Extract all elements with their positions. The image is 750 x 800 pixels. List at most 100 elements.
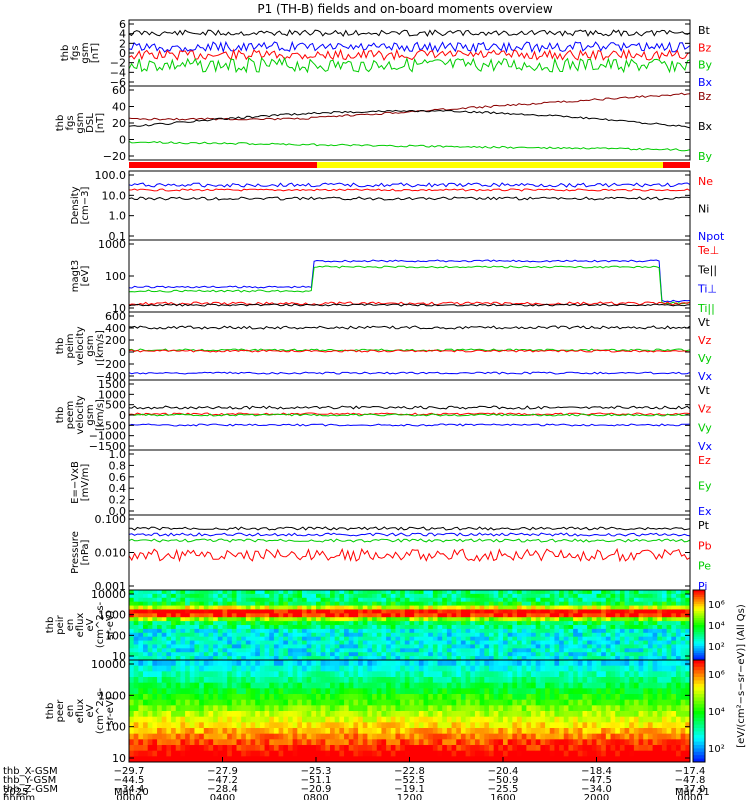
spectrogram-cell [451, 617, 457, 622]
spectrogram-cell [353, 625, 359, 630]
spectrogram-cell [376, 648, 382, 653]
spectrogram-cell [675, 617, 682, 622]
spectrogram-cell [250, 660, 256, 667]
colorbar-cell [693, 734, 705, 739]
spectrogram-cell [484, 644, 490, 649]
ephemeris-value: −47.5 [581, 775, 612, 786]
spectrogram-cell [596, 728, 602, 735]
spectrogram-cell [563, 625, 569, 630]
spectrogram-cell [629, 609, 635, 614]
spectrogram-cell [222, 648, 228, 653]
spectrogram-cell [273, 756, 280, 763]
spectrogram-cell [306, 656, 312, 661]
spectrogram-cell [577, 605, 583, 610]
spectrogram-cell [647, 699, 654, 706]
spectrogram-cell [470, 677, 476, 684]
spectrogram-cell [395, 617, 401, 622]
spectrogram-cell [278, 660, 284, 667]
spectrogram-cell [348, 671, 354, 678]
spectrogram-cell [671, 716, 677, 723]
spectrogram-cell [554, 593, 560, 599]
spectrogram-cell [638, 632, 644, 638]
spectrogram-cell [316, 711, 322, 718]
spectrogram-cell [657, 636, 663, 642]
spectrogram-cell [409, 694, 415, 701]
spectrogram-cell [582, 688, 588, 695]
spectrogram-cell [652, 640, 658, 645]
spectrogram-cell [362, 677, 368, 684]
spectrogram-cell [339, 750, 345, 757]
spectrogram-cell [577, 745, 583, 752]
spectrogram-cell [175, 593, 181, 599]
spectrogram-cell [512, 716, 518, 723]
spectrogram-cell [320, 621, 326, 626]
spectrogram-cell [451, 640, 457, 645]
legend-entry: Pi [698, 580, 707, 593]
spectrogram-cell [446, 705, 453, 712]
spectrogram-cell [661, 652, 668, 657]
spectrogram-cell [451, 665, 457, 672]
spectrogram-cell [245, 621, 252, 626]
spectrogram-cell [615, 671, 621, 678]
spectrogram-cell [217, 617, 223, 622]
spectrogram-cell [217, 660, 223, 667]
spectrogram-cell [339, 671, 345, 678]
spectrogram-cell [250, 665, 256, 672]
spectrogram-cell [400, 644, 406, 649]
spectrogram-cell [283, 601, 289, 607]
spectrogram-cell [189, 716, 195, 723]
spectrogram-cell [311, 677, 317, 684]
spectrogram-cell [166, 605, 172, 610]
spectrogram-cell [432, 644, 439, 649]
ephemeris-value: −50.9 [488, 775, 519, 786]
spectrogram-cell [549, 733, 555, 740]
spectrogram-cell [568, 613, 574, 618]
spectrogram-cell [633, 617, 640, 622]
spectrogram-cell [647, 613, 654, 618]
spectrogram-cell [367, 682, 373, 689]
spectrogram-cell [460, 605, 467, 610]
spectrogram-cell [203, 705, 209, 712]
spectrogram-cell [301, 640, 308, 645]
spectrogram-cell [278, 665, 284, 672]
spectrogram-cell [521, 640, 527, 645]
spectrogram-cell [222, 722, 228, 729]
colorbar-cell [693, 751, 705, 756]
spectrogram-cell [301, 652, 308, 657]
spectrogram-cell [245, 716, 252, 723]
spectrogram-cell [264, 597, 270, 603]
spectrogram-cell [465, 597, 471, 603]
spectrogram-cell [138, 705, 144, 712]
spectrogram-cell [531, 652, 537, 657]
spectrogram-cell [330, 617, 336, 622]
spectrogram-cell [526, 756, 532, 763]
spectrogram-cell [619, 699, 626, 706]
spectrogram-cell [573, 609, 579, 614]
spectrogram-cell [507, 733, 513, 740]
spectrogram-cell [573, 625, 579, 630]
spectrogram-cell [236, 705, 242, 712]
spectrogram-cell [647, 601, 654, 607]
spectrogram-cell [638, 688, 644, 695]
spectrogram-cell [311, 665, 317, 672]
spectrogram-cell [451, 648, 457, 653]
spectrogram-cell [273, 609, 280, 614]
spectrogram-cell [283, 590, 289, 595]
spectrogram-cell [250, 636, 256, 642]
spectrogram-cell [306, 617, 312, 622]
spectrogram-cell [418, 601, 425, 607]
spectrogram-cell [390, 716, 396, 723]
spectrogram-cell [138, 593, 144, 599]
y-tick-label: 4 [119, 28, 126, 41]
spectrogram-cell [236, 593, 242, 599]
spectrogram-cell [423, 733, 429, 740]
spectrogram-cell [278, 699, 284, 706]
spectrogram-cell [451, 632, 457, 638]
spectrogram-cell [344, 699, 350, 706]
spectrogram-cell [615, 640, 621, 645]
spectrogram-cell [241, 617, 247, 622]
y-label-line: en [65, 705, 76, 718]
spectrogram-cell [311, 625, 317, 630]
spectrogram-cell [460, 694, 467, 701]
spectrogram-cell [404, 750, 410, 757]
